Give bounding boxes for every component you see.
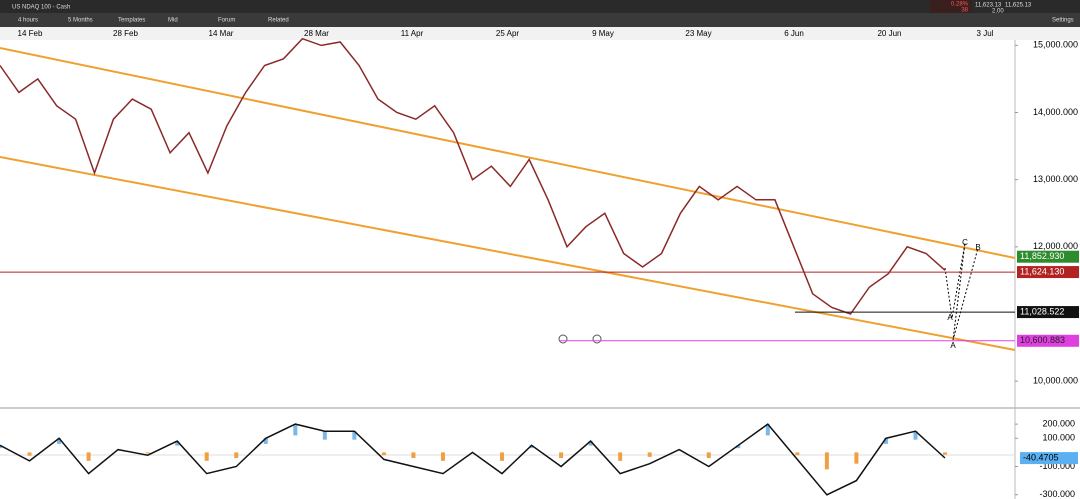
histogram-bar — [943, 452, 947, 455]
toolbar-button[interactable]: 5 Months — [68, 18, 93, 24]
histogram-bar — [175, 441, 180, 446]
histogram-bar — [381, 452, 386, 456]
histogram-bar — [145, 452, 150, 454]
wave-label: B — [975, 243, 980, 252]
histogram-bar — [647, 452, 652, 457]
y-tick-label: 12,000.000 — [1033, 241, 1078, 251]
oscillator-line — [0, 423, 946, 496]
histogram-bar — [618, 452, 623, 461]
x-tick-label: 9 May — [592, 29, 614, 38]
x-tick-label: 28 Mar — [304, 29, 329, 38]
channel-lower — [0, 156, 1016, 351]
spread: 2.00 — [992, 9, 1004, 15]
toolbar-button[interactable]: Mid — [168, 18, 178, 24]
settings[interactable]: Settings — [1052, 18, 1074, 24]
ask[interactable]: 11,625.13 — [1005, 3, 1032, 9]
x-tick-label: 14 Mar — [209, 29, 234, 38]
price-badge-label: 11,624.130 — [1020, 266, 1064, 276]
histogram-bar — [765, 424, 770, 436]
date-axis — [0, 27, 1080, 40]
x-tick-label: 11 Apr — [401, 29, 424, 38]
oscillator-badge-label: -40.4705 — [1023, 452, 1059, 462]
price-badge-label: 10,600.883 — [1020, 335, 1065, 345]
y-tick-label: 200.000 — [1042, 419, 1075, 429]
histogram-bar — [588, 441, 593, 446]
price-badge — [1017, 266, 1079, 279]
x-tick-label: 25 Apr — [496, 29, 519, 38]
histogram-bar — [559, 452, 564, 459]
x-tick-label: 6 Jun — [784, 29, 804, 38]
histogram-bar — [0, 445, 2, 449]
y-tick-label: 15,000.000 — [1033, 40, 1078, 50]
histogram-bar — [86, 452, 91, 461]
histogram-bar — [500, 452, 505, 461]
y-tick-label: -100.000 — [1039, 461, 1075, 471]
x-tick-label: 20 Jun — [877, 29, 901, 38]
change-box — [930, 0, 972, 13]
histogram-bar — [204, 452, 209, 461]
histogram-bar — [795, 452, 800, 456]
x-tick-label: 23 May — [685, 29, 711, 38]
oscillator-badge — [1020, 452, 1078, 465]
price-badge-label: 11,852.930 — [1020, 251, 1064, 261]
toolbar — [0, 13, 1080, 27]
histogram-bar — [440, 452, 445, 461]
change-points: 38 — [961, 8, 968, 14]
x-tick-label: 28 Feb — [113, 29, 138, 38]
price-badge-label: 11,028.522 — [1020, 306, 1064, 316]
histogram-bar — [57, 438, 62, 444]
price-line — [0, 37, 946, 315]
wave-label: A — [947, 313, 953, 322]
histogram-bar — [352, 431, 357, 440]
toolbar-button[interactable]: Related — [268, 18, 289, 24]
histogram-bar — [913, 431, 918, 440]
bid[interactable]: 11,623.13 — [975, 3, 1002, 9]
histogram-bar — [411, 452, 416, 459]
histogram-bar — [263, 438, 268, 444]
channel-upper — [0, 47, 1016, 259]
toolbar-button[interactable]: Templates — [118, 18, 145, 24]
y-tick-label: -300.000 — [1039, 489, 1075, 499]
price-badge — [1017, 250, 1079, 263]
histogram-bar — [234, 452, 239, 459]
x-tick-label: 14 Feb — [18, 29, 43, 38]
anchor — [592, 334, 602, 344]
y-tick-label: 14,000.000 — [1033, 107, 1078, 117]
histogram-bar — [883, 438, 888, 444]
histogram-bar — [706, 452, 711, 459]
y-tick-label: 10,000.000 — [1033, 376, 1078, 386]
toolbar-button[interactable]: 4 hours — [18, 18, 38, 24]
anchor — [558, 334, 568, 344]
y-tick-label: 13,000.000 — [1033, 174, 1078, 184]
histogram-bar — [736, 445, 741, 449]
toolbar-button[interactable]: Forum — [218, 18, 235, 24]
y-tick-label: 100.000 — [1042, 433, 1075, 443]
histogram-bar — [27, 452, 32, 456]
wave-label: A — [950, 341, 956, 350]
price-badge — [1017, 306, 1079, 319]
wave-path — [944, 242, 979, 341]
price-badge — [1017, 334, 1079, 347]
histogram-bar — [293, 424, 298, 436]
title-bar — [0, 0, 1080, 13]
change: 0.28% — [951, 2, 969, 8]
histogram-bar — [824, 452, 829, 470]
histogram-bar — [854, 452, 859, 464]
instrument[interactable]: US NDAQ 100 - Cash — [12, 5, 70, 11]
histogram-bar — [529, 445, 534, 449]
histogram-bar — [322, 431, 327, 440]
x-tick-label: 3 Jul — [977, 29, 994, 38]
wave-label: C — [962, 238, 968, 247]
